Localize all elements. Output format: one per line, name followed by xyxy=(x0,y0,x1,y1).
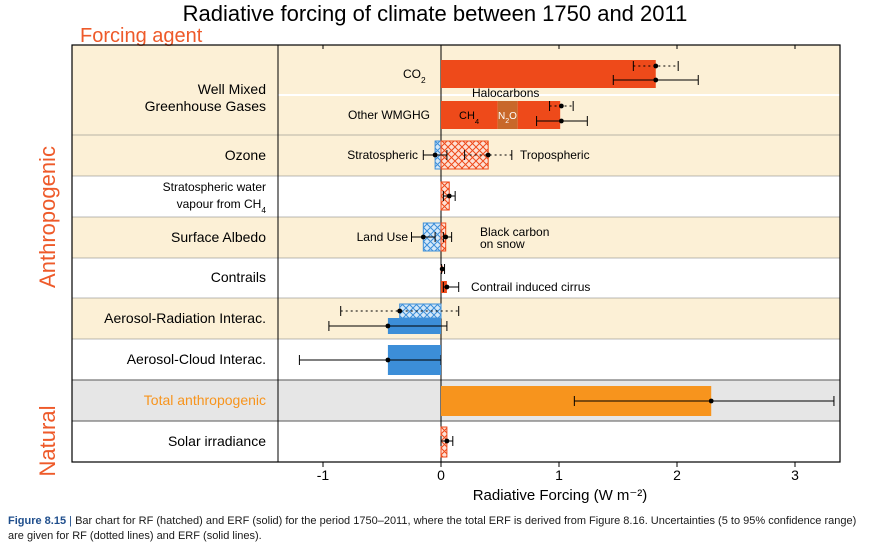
row-band xyxy=(72,258,840,298)
inline-label-black-carbon-line1: Black carbon xyxy=(480,225,549,239)
caption-figure-label: Figure 8.15 xyxy=(8,515,67,527)
chart-title: Radiative forcing of climate between 175… xyxy=(183,1,688,26)
err-co2-erf-point xyxy=(653,77,659,83)
inline-label-ch4: CH4 xyxy=(459,110,480,126)
inline-label-halocarbons: Halocarbons xyxy=(472,86,539,100)
row-band xyxy=(72,298,840,339)
row-label-wmghg-line1: Well Mixed xyxy=(198,81,266,97)
row-label-wmghg-line2: Greenhouse Gases xyxy=(145,98,266,114)
row-label-aerosol-radiation: Aerosol-Radiation Interac. xyxy=(104,310,266,326)
err-aerosol-cloud-point xyxy=(385,357,391,363)
err-wmghg-erf-point xyxy=(558,118,564,124)
inline-label-stratospheric: Stratospheric xyxy=(347,148,418,162)
err-wmghg-rf-point xyxy=(558,103,564,109)
row-band xyxy=(72,176,840,217)
bar-n2o xyxy=(497,101,518,129)
err-strat-water-point xyxy=(446,193,452,199)
group-label-anthropogenic: Anthropogenic xyxy=(35,146,60,288)
row-band xyxy=(72,339,840,380)
row-band xyxy=(72,217,840,258)
inline-label-contrail-cirrus: Contrail induced cirrus xyxy=(471,280,590,294)
caption-separator: | xyxy=(69,515,72,527)
x-tick-label: -1 xyxy=(317,467,330,483)
x-tick-label: 0 xyxy=(437,467,445,483)
group-label-natural: Natural xyxy=(35,406,60,477)
err-aerosol-rad-rf-point xyxy=(397,308,403,314)
figure-caption: Figure 8.15 | Bar chart for RF (hatched)… xyxy=(8,514,864,544)
bar-halocarbons xyxy=(517,101,561,129)
err-aerosol-rad-erf-point xyxy=(385,323,391,329)
inline-label-black-carbon-line2: on snow xyxy=(480,237,525,251)
err-black-carbon-point xyxy=(443,234,449,240)
plot-frame xyxy=(71,44,841,463)
err-contrails-point xyxy=(439,266,445,272)
inline-label-co2: CO2 xyxy=(403,67,426,85)
row-band xyxy=(72,421,840,462)
row-label-strat-water-line2: vapour from CH4 xyxy=(177,197,267,215)
err-trop-ozone-point xyxy=(485,152,491,158)
x-tick-label: 1 xyxy=(555,467,563,483)
inline-label-other-wmghg: Other WMGHG xyxy=(348,108,430,122)
row-label-strat-water-line1: Stratospheric water xyxy=(163,180,266,194)
err-solar-point xyxy=(444,438,450,444)
inline-label-n2o: N2O xyxy=(498,111,517,125)
x-axis-label: Radiative Forcing (W m⁻²) xyxy=(473,487,648,504)
x-tick-label: 3 xyxy=(791,467,799,483)
row-label-contrails: Contrails xyxy=(211,269,266,285)
inline-label-land-use: Land Use xyxy=(357,230,409,244)
row-label-total: Total anthropogenic xyxy=(144,392,266,408)
row-label-ozone: Ozone xyxy=(225,147,266,163)
err-contrail-cirrus-point xyxy=(444,284,450,290)
bar-ch4 xyxy=(441,101,498,129)
err-strat-ozone-point xyxy=(432,152,438,158)
bar-co2 xyxy=(441,60,656,88)
err-land-use-point xyxy=(420,234,426,240)
err-co2-rf-point xyxy=(653,63,659,69)
x-tick-label: 2 xyxy=(673,467,681,483)
inline-label-tropospheric: Tropospheric xyxy=(520,148,590,162)
err-total-point xyxy=(708,398,714,404)
column-header: Forcing agent xyxy=(80,25,203,47)
row-label-solar: Solar irradiance xyxy=(168,433,266,449)
caption-text: Bar chart for RF (hatched) and ERF (soli… xyxy=(8,515,857,542)
row-label-surface-albedo: Surface Albedo xyxy=(171,229,266,245)
row-label-aerosol-cloud: Aerosol-Cloud Interac. xyxy=(127,351,266,367)
